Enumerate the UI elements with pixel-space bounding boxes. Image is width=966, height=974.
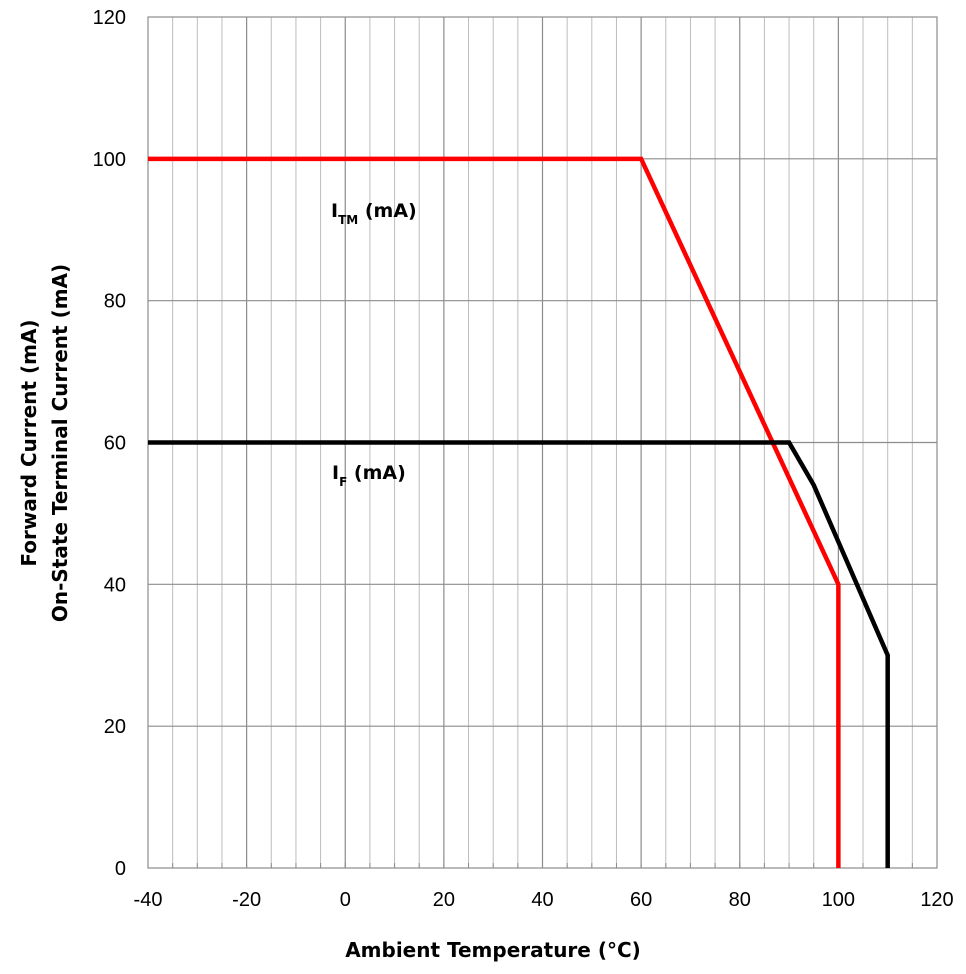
y-tick-label: 60	[104, 433, 126, 455]
series-label-tm: ITM (mA)	[331, 200, 417, 227]
y-tick-label: 120	[93, 7, 126, 29]
y-tick-label: 100	[93, 149, 126, 171]
series-line-f	[148, 440, 890, 868]
series-label-unit: (mA)	[358, 200, 416, 222]
y-tick-label: 40	[104, 574, 126, 596]
x-tick-label: 80	[729, 889, 751, 911]
y-axis-title-line-2: On-State Terminal Current (mA)	[48, 264, 72, 622]
x-tick-label: 0	[340, 889, 351, 911]
series-label-sub: F	[339, 475, 347, 489]
x-tick-label: 120	[920, 889, 953, 911]
series-label-unit: (mA)	[347, 462, 405, 484]
series-lines	[148, 156, 890, 868]
tick-labels: -40 -20 0 20 40 60 80 100 120 0 20 40 60 80 100 120	[93, 7, 954, 911]
series-label-main: I	[331, 200, 338, 222]
series-label-f: IF (mA)	[332, 462, 406, 489]
series-line-tm	[148, 156, 841, 868]
x-tick-label: 20	[433, 889, 455, 911]
x-tick-label: -20	[232, 889, 261, 911]
y-tick-label: 0	[115, 858, 126, 880]
series-labels: ITM (mA)IF (mA)	[331, 200, 417, 489]
x-tick-label: 60	[630, 889, 652, 911]
y-tick-label: 80	[104, 291, 126, 313]
y-tick-label: 20	[104, 716, 126, 738]
x-tick-label: 40	[531, 889, 553, 911]
x-tick-label: -40	[134, 889, 163, 911]
y-axis-title-line-1: Forward Current (mA)	[17, 319, 41, 566]
x-tick-label: 100	[822, 889, 855, 911]
series-label-main: I	[332, 462, 339, 484]
x-axis-title: Ambient Temperature (°C)	[345, 938, 641, 962]
series-label-sub: TM	[338, 213, 358, 227]
